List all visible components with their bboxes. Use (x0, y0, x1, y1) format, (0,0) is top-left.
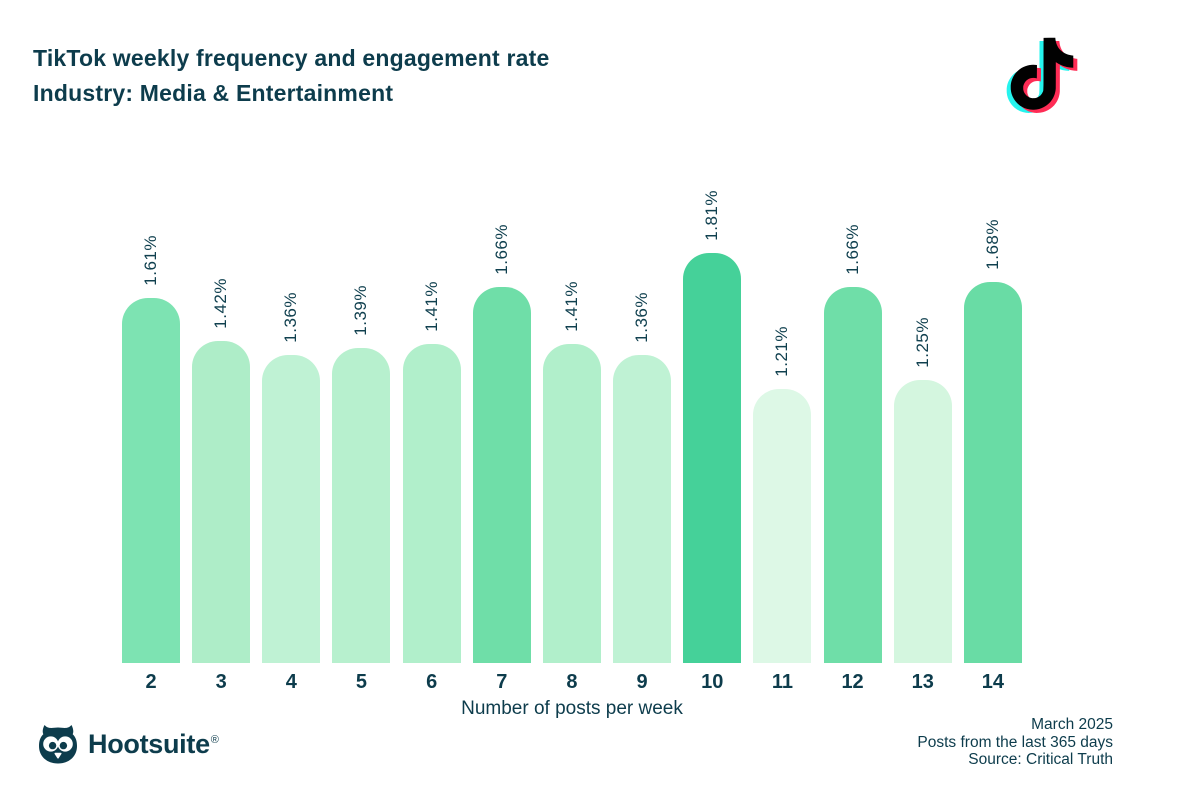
footer-note-line: Source: Critical Truth (968, 751, 1113, 768)
bar (192, 341, 251, 663)
bar-value-label: 1.61% (141, 235, 160, 286)
bar-value-label: 1.36% (632, 292, 652, 343)
bar (122, 298, 180, 663)
bar (262, 355, 321, 663)
bar-value-label: 1.81% (702, 190, 722, 241)
bar-value-label: 1.21% (772, 326, 792, 377)
bar-chart: 1.61% 1.42% 1.36% 1.39% 1.41% 1.66% 1.41% 1.36%… (122, 180, 1022, 663)
bar (613, 355, 672, 663)
bar (893, 380, 952, 663)
hootsuite-owl-icon (39, 725, 77, 764)
bar (753, 389, 812, 663)
bar (683, 253, 742, 663)
x-tick-label: 4 (285, 671, 297, 693)
x-tick-label: 9 (636, 671, 648, 693)
footer-notes: March 2025 Posts from the last 365 days … (917, 716, 1113, 769)
bar-column: 1.42% (192, 278, 251, 663)
page-subtitle: Industry: Media & Entertainment (33, 80, 394, 106)
x-tick-label: 6 (426, 671, 438, 693)
x-tick-label: 13 (911, 671, 934, 693)
bar-column: 1.36% (262, 292, 321, 663)
bar-column: 1.81% (683, 190, 742, 663)
page-title: TikTok weekly frequency and engagement r… (33, 45, 550, 71)
bar (823, 287, 882, 663)
x-axis-ticks: 2 3 4 5 6 7 8 9 10 11 12 13 14 (122, 671, 1022, 694)
x-tick-label: 12 (841, 671, 864, 693)
footer-note-line: Posts from the last 365 days (917, 733, 1113, 751)
x-tick-label: 3 (215, 671, 227, 693)
bar (472, 287, 531, 663)
x-tick-label: 5 (355, 671, 368, 693)
bar-value-label: 1.41% (421, 281, 441, 332)
hootsuite-logo: Hootsuite® (36, 723, 219, 765)
bar-value-label: 1.41% (561, 281, 581, 332)
bar-value-label: 1.42% (211, 278, 231, 329)
bar-value-label: 1.25% (912, 317, 932, 368)
bar-column: 1.36% (613, 292, 672, 663)
bar-value-label: 1.39% (351, 285, 371, 336)
bar-column: 1.39% (332, 285, 391, 663)
bar-column: 1.66% (823, 224, 882, 663)
bar-column: 1.68% (963, 219, 1022, 663)
x-tick-label: 10 (701, 671, 724, 693)
x-tick-label: 7 (496, 671, 508, 693)
x-tick-label: 2 (145, 671, 157, 693)
bar-value-label: 1.68% (982, 219, 1002, 270)
x-tick-label: 14 (981, 671, 1004, 693)
x-axis-title: Number of posts per week (461, 698, 683, 719)
x-tick-label: 11 (771, 671, 793, 693)
bar (963, 282, 1022, 663)
footer-note-line: March 2025 (1031, 716, 1113, 733)
bar (402, 344, 461, 663)
bar-column: 1.21% (753, 326, 812, 663)
bar (332, 348, 391, 663)
bar-column: 1.41% (542, 281, 601, 663)
hootsuite-wordmark: Hootsuite® (88, 729, 219, 760)
bar-value-label: 1.66% (842, 224, 862, 275)
bar-column: 1.66% (472, 224, 531, 663)
bar-value-label: 1.36% (281, 292, 301, 343)
brand-name: Hootsuite (88, 728, 210, 759)
bar-column: 1.41% (402, 281, 461, 663)
bar-value-label: 1.66% (491, 224, 511, 275)
bar (542, 344, 601, 663)
registered-mark: ® (210, 733, 219, 746)
tiktok-logo-icon (1006, 37, 1078, 113)
bar-column: 1.25% (893, 317, 952, 663)
bar-column: 1.61% (122, 235, 180, 663)
x-tick-label: 8 (566, 671, 578, 693)
